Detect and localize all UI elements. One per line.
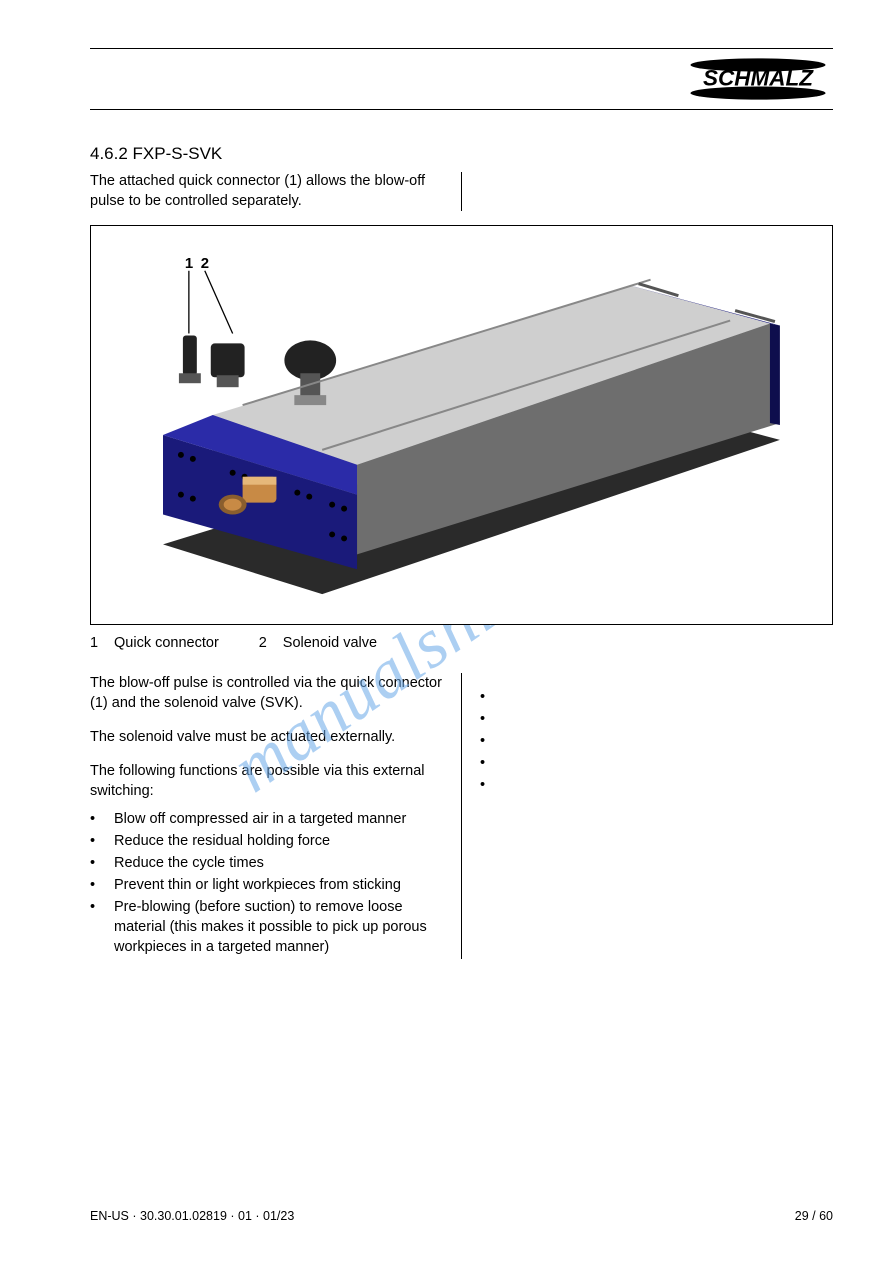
list-item: • [480, 731, 833, 751]
rule-under-header [90, 109, 833, 110]
footer-page-number: 29 / 60 [795, 1209, 833, 1223]
bullet-list: • Blow off compressed air in a targeted m… [90, 809, 443, 957]
header-row: SCHMALZ [90, 49, 833, 109]
list-intro: The following functions are possible via… [90, 761, 443, 801]
legend-num: 2 [259, 635, 273, 651]
section-heading: 4.6.2 FXP-S-SVK [90, 144, 833, 164]
body-col-1: The blow-off pulse is controlled via the… [90, 673, 461, 959]
legend-text: Quick connector [114, 635, 219, 651]
list-text: Pre-blowing (before suction) to remove l… [114, 897, 443, 957]
intro-col-2 [462, 172, 833, 211]
list-text: Blow off compressed air in a targeted ma… [114, 809, 406, 829]
bullet-marker: • [90, 875, 104, 895]
bullet-marker: • [90, 897, 104, 957]
svg-text:SCHMALZ: SCHMALZ [703, 66, 814, 91]
intro-col-1: The attached quick connector (1) allows … [90, 172, 461, 211]
list-item: • Prevent thin or light workpieces from s… [90, 875, 443, 895]
bullet-marker: • [480, 709, 494, 729]
body-columns: The blow-off pulse is controlled via the… [90, 673, 833, 959]
list-item: • [480, 753, 833, 773]
bullet-marker: • [90, 831, 104, 851]
figure-legend: 1 Quick connector 2 Solenoid valve [90, 635, 833, 651]
svg-text:1: 1 [185, 255, 193, 272]
body-col-2: • • • • • [462, 673, 833, 959]
figure-box: 1 2 [90, 225, 833, 625]
list-item: • [480, 775, 833, 795]
list-item: • Blow off compressed air in a targeted m… [90, 809, 443, 829]
list-item: • Reduce the residual holding force [90, 831, 443, 851]
bullet-marker: • [480, 775, 494, 795]
bullet-list: • • • • • [480, 687, 833, 795]
list-text: Reduce the residual holding force [114, 831, 330, 851]
bullet-marker: • [90, 809, 104, 829]
bullet-marker: • [480, 731, 494, 751]
list-item: •Pre-blowing (before suction) to remove … [90, 897, 443, 957]
bullet-marker: • [90, 853, 104, 873]
intro-columns: The attached quick connector (1) allows … [90, 172, 833, 211]
svg-text:2: 2 [201, 255, 209, 272]
legend-item: 1 Quick connector [90, 635, 219, 651]
legend-text: Solenoid valve [283, 635, 377, 651]
list-item: • [480, 687, 833, 707]
legend-num: 1 [90, 635, 104, 651]
list-text: Reduce the cycle times [114, 853, 264, 873]
legend-item: 2 Solenoid valve [259, 635, 377, 651]
bullet-marker: • [480, 753, 494, 773]
bullet-marker: • [480, 687, 494, 707]
brand-logo: SCHMALZ [683, 55, 833, 103]
page-footer: EN-US · 30.30.01.02819 · 01 · 01/23 29 /… [90, 1209, 833, 1223]
list-item: • Reduce the cycle times [90, 853, 443, 873]
footer-doc-id: EN-US · 30.30.01.02819 · 01 · 01/23 [90, 1209, 294, 1223]
body-paragraph: The blow-off pulse is controlled via the… [90, 673, 443, 713]
list-text: Prevent thin or light workpieces from st… [114, 875, 401, 895]
list-item: • [480, 709, 833, 729]
body-paragraph: The solenoid valve must be actuated exte… [90, 727, 443, 747]
